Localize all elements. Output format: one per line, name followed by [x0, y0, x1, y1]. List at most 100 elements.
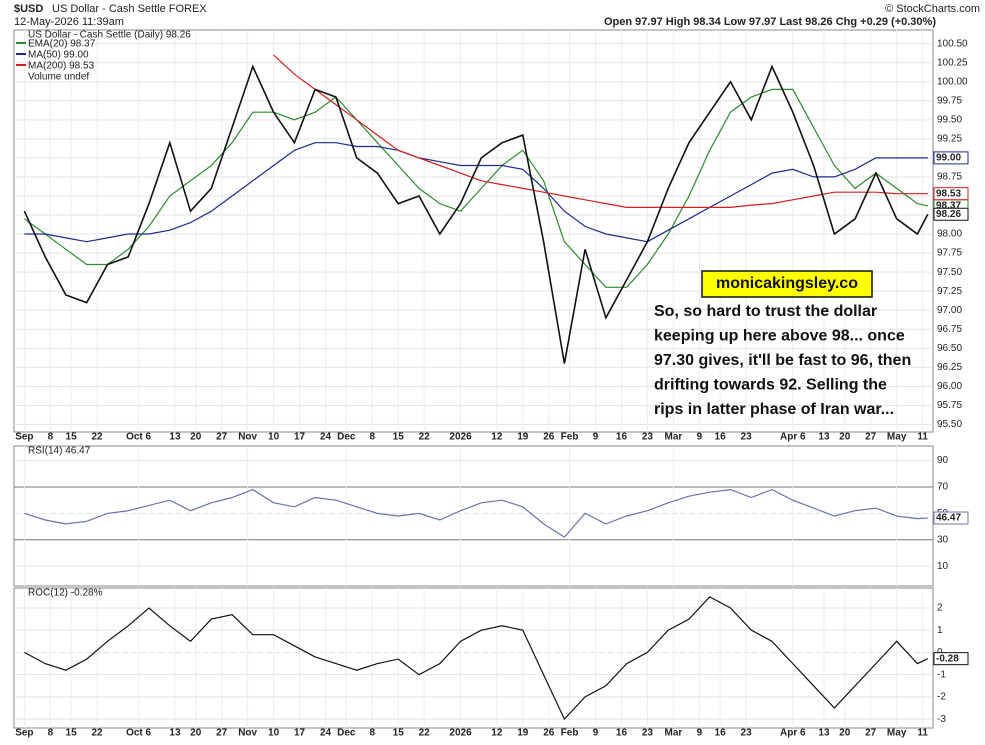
x-tick-label: 8 [48, 432, 54, 443]
y-tick-label: 70 [937, 482, 949, 493]
x-tick-label: 17 [294, 432, 306, 443]
series-line [24, 88, 928, 288]
datetime: 12-May-2026 11:39am [14, 16, 124, 28]
series-line [24, 488, 928, 538]
y-tick-label: 97.00 [937, 305, 962, 316]
x-tick-label: 13 [818, 728, 830, 739]
x-tick-label: 8 [48, 728, 54, 739]
source: © StockCharts.com [885, 3, 980, 15]
x-tick-label: Nov [238, 432, 257, 443]
x-tick-label: 24 [320, 432, 332, 443]
quote: Open 97.97 High 98.34 Low 97.97 Last 98.… [604, 16, 936, 28]
last-value-tag [933, 187, 969, 201]
legend-swatch [16, 42, 26, 44]
x-tick-label: May [887, 432, 907, 443]
y-tick-label: 100.25 [937, 57, 968, 68]
x-tick-label: 12 [491, 728, 503, 739]
annotation-box [701, 270, 873, 298]
panel-title: ROC(12) -0.28% [28, 588, 103, 599]
series-line [24, 142, 928, 243]
legend-swatch [16, 64, 26, 66]
x-tick-label: 24 [320, 728, 332, 739]
x-tick-label: 27 [865, 728, 877, 739]
x-tick-label: 16 [715, 728, 727, 739]
y-tick-label: 1 [937, 625, 943, 636]
x-tick-label: 10 [268, 432, 280, 443]
x-tick-label: 16 [616, 728, 628, 739]
x-tick-label: Mar [664, 432, 682, 443]
y-tick-label: 97.50 [937, 267, 962, 278]
y-tick-label: 100.00 [937, 76, 968, 87]
x-tick-label: 9 [593, 728, 599, 739]
y-tick-label: 98.00 [937, 229, 962, 240]
x-tick-label: 15 [66, 432, 78, 443]
x-tick-label: 22 [92, 432, 104, 443]
last-value-label: 98.26 [936, 209, 961, 220]
x-tick-label: Sep [15, 728, 33, 739]
y-tick-label: 96.25 [937, 362, 962, 373]
x-tick-label: 15 [393, 728, 405, 739]
legend-label: MA(200) 98.53 [28, 61, 95, 72]
x-tick-label: 23 [642, 728, 654, 739]
x-tick-label: May [887, 728, 907, 739]
x-tick-label: 23 [741, 432, 753, 443]
x-tick-label: 17 [294, 728, 306, 739]
x-tick-label: 10 [268, 728, 280, 739]
x-tick-label: Feb [561, 432, 579, 443]
x-tick-label: 20 [839, 432, 851, 443]
legend-label: Volume undef [28, 72, 89, 83]
last-value-tag [933, 652, 969, 666]
x-tick-label: Mar [664, 728, 682, 739]
y-tick-label: 96.75 [937, 324, 962, 335]
y-tick-label: -2 [937, 692, 946, 703]
y-tick-label: 96.00 [937, 381, 962, 392]
x-tick-label: Sep [15, 432, 33, 443]
y-tick-label: 99.75 [937, 95, 962, 106]
x-tick-label: 27 [216, 432, 228, 443]
instrument-name: US Dollar - Cash Settle FOREX [52, 3, 207, 15]
x-tick-label: Oct 6 [126, 728, 151, 739]
x-tick-label: 22 [92, 728, 104, 739]
last-value-label: 98.53 [936, 188, 961, 199]
last-value-label: 98.37 [936, 201, 961, 212]
legend-label: EMA(20) 98.37 [28, 39, 96, 50]
x-tick-label: 22 [419, 728, 431, 739]
x-tick-label: 9 [697, 432, 703, 443]
y-tick-label: 98.75 [937, 172, 962, 183]
x-tick-label: 12 [491, 432, 503, 443]
x-tick-label: 26 [543, 728, 555, 739]
last-value-tag [933, 511, 969, 525]
panel-frame [13, 29, 934, 433]
x-tick-label: 27 [865, 432, 877, 443]
annotation-text: So, so hard to trust the dollar [654, 303, 877, 320]
x-tick-label: 16 [715, 432, 727, 443]
x-tick-label: 15 [393, 432, 405, 443]
y-tick-label: -1 [937, 669, 946, 680]
y-tick-label: 95.75 [937, 400, 962, 411]
x-tick-label: 11 [917, 728, 928, 739]
annotation-text: 97.30 gives, it'll be fast to 96, then [654, 352, 911, 369]
x-tick-label: 9 [697, 728, 703, 739]
panel-frame [13, 445, 934, 587]
y-tick-label: 100.50 [937, 38, 968, 49]
panel-frame [13, 587, 934, 729]
series-line [24, 596, 929, 721]
x-tick-label: Nov [238, 728, 257, 739]
x-tick-label: 22 [419, 432, 431, 443]
x-tick-label: Dec [337, 728, 356, 739]
series-line [273, 54, 928, 208]
y-tick-label: 97.75 [937, 248, 962, 259]
y-tick-label: 99.25 [937, 134, 962, 145]
last-value-label: -0.28 [936, 653, 959, 664]
last-value-label: 99.00 [936, 153, 961, 164]
last-value-label: 46.47 [936, 513, 961, 524]
x-tick-label: 20 [190, 432, 202, 443]
annotation-text: drifting towards 92. Selling the [654, 377, 887, 394]
x-tick-label: 8 [369, 728, 375, 739]
x-tick-label: 23 [642, 432, 654, 443]
x-tick-label: Apr 6 [780, 432, 806, 443]
y-tick-label: 97.25 [937, 286, 962, 297]
x-tick-label: 2026 [449, 432, 472, 443]
x-tick-label: 2026 [449, 728, 472, 739]
